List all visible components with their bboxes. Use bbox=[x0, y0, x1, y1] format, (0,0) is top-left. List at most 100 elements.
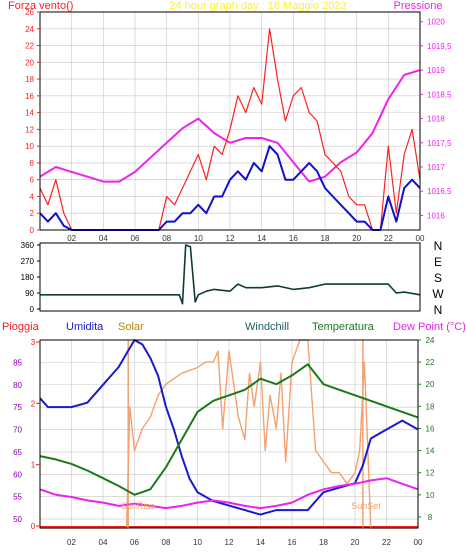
temp-x-tick-label: 18 bbox=[319, 538, 328, 547]
temp-x-tick-label: 04 bbox=[99, 538, 108, 547]
pressure-tick-label: 1017 bbox=[427, 163, 445, 172]
direction-tick-label: 90 bbox=[25, 289, 34, 298]
pressure-right-axis: 1016 1016,5 1017 1017,5 1018 1018,5 1019 1019,5… bbox=[420, 18, 452, 220]
temp-plot-frame bbox=[39, 339, 419, 529]
direction-tick-label: 360 bbox=[21, 241, 35, 250]
temperature-tick-label: 14 bbox=[426, 447, 435, 456]
wind-tick-label: 0 bbox=[30, 226, 35, 235]
compass-label: E bbox=[434, 255, 442, 269]
pressure-tick-label: 1019 bbox=[427, 66, 445, 75]
wind-x-tick-label: 04 bbox=[99, 234, 108, 243]
temperature-right-axis: 8 10 12 14 16 18 20 22 24 bbox=[418, 336, 435, 522]
wind-grid bbox=[40, 11, 421, 231]
temp-x-tick-label: 06 bbox=[130, 538, 139, 547]
temp-x-tick-label: 08 bbox=[162, 538, 171, 547]
direction-line bbox=[40, 244, 421, 305]
wind-tick-label: 22 bbox=[25, 42, 34, 51]
pressure-tick-label: 1018,5 bbox=[427, 90, 452, 99]
humidity-tick-label: 80 bbox=[13, 381, 22, 390]
legend-entry: Windchill bbox=[245, 321, 289, 333]
humidity-tick-label: 70 bbox=[13, 426, 22, 435]
pressure-tick-label: 1016,5 bbox=[427, 187, 452, 196]
temperature-tick-label: 18 bbox=[426, 402, 435, 411]
wind-tick-label: 24 bbox=[25, 25, 34, 34]
temp-x-tick-label: 10 bbox=[193, 538, 202, 547]
temperature-tick-label: 12 bbox=[426, 469, 435, 478]
legend: Pioggia Umidita Solar Windchill Temperatura D… bbox=[2, 321, 466, 333]
wind-x-tick-label: 16 bbox=[289, 234, 298, 243]
wind-x-tick-label: 02 bbox=[67, 234, 76, 243]
wind-tick-label: 16 bbox=[25, 92, 34, 101]
wind-tick-label: 8 bbox=[30, 159, 35, 168]
temp-grid bbox=[40, 340, 419, 528]
humidity-left-axis: 50 55 60 65 70 75 80 85 bbox=[13, 358, 22, 524]
compass-label: N bbox=[434, 303, 443, 317]
direction-tick-label: 270 bbox=[21, 257, 35, 266]
dewpoint-line bbox=[39, 477, 419, 510]
wind-x-tick-label: 08 bbox=[162, 234, 171, 243]
pressure-tick-label: 1017,5 bbox=[427, 139, 452, 148]
legend-entry: Pioggia bbox=[2, 321, 40, 333]
compass-label: N bbox=[434, 239, 443, 253]
wind-x-tick-label: 22 bbox=[384, 234, 393, 243]
temperature-line bbox=[39, 363, 419, 496]
wind-axis-label: Forza vento() bbox=[8, 0, 73, 12]
wind-tick-label: 4 bbox=[30, 192, 35, 201]
sunrise-label: SunRise bbox=[121, 501, 155, 511]
legend-entry: Umidita bbox=[66, 321, 104, 333]
temp-series bbox=[39, 339, 419, 529]
legend-entry: Temperatura bbox=[312, 321, 375, 333]
compass-label: S bbox=[434, 271, 442, 285]
wind-x-tick-label: 06 bbox=[131, 234, 140, 243]
legend-entry: Dew Point (°C) bbox=[393, 321, 466, 333]
rain-tick-label: 0 bbox=[31, 522, 36, 531]
wind-tick-label: 6 bbox=[30, 176, 35, 185]
pressure-tick-label: 1018 bbox=[427, 115, 445, 124]
wind-tick-label: 2 bbox=[30, 209, 35, 218]
solar-line bbox=[40, 339, 418, 529]
temperature-tick-label: 22 bbox=[426, 358, 435, 367]
pressure-tick-label: 1016 bbox=[427, 211, 445, 220]
pressure-tick-label: 1020 bbox=[427, 18, 445, 27]
wind-tick-label: 10 bbox=[25, 142, 34, 151]
rain-tick-label: 2 bbox=[31, 399, 36, 408]
temperature-tick-label: 16 bbox=[426, 424, 435, 433]
direction-left-axis: 0 90 180 270 360 bbox=[21, 241, 40, 314]
pressure-line bbox=[39, 69, 421, 183]
temp-x-tick-label: 16 bbox=[288, 538, 297, 547]
pressure-axis-label: Pressione bbox=[394, 0, 443, 12]
temp-x-tick-label: 12 bbox=[225, 538, 234, 547]
wind-plot-frame bbox=[39, 11, 421, 231]
temp-x-axis: 02 04 06 08 10 12 14 16 18 20 22 00 bbox=[67, 538, 423, 547]
temperature-tick-label: 20 bbox=[426, 380, 435, 389]
wind-tick-label: 26 bbox=[25, 8, 34, 17]
wind-x-tick-label: 18 bbox=[321, 234, 330, 243]
legend-entry: Solar bbox=[118, 321, 144, 333]
chart-title: 24 hour graph day : 18 Maggio 2023 bbox=[169, 0, 346, 12]
humidity-tick-label: 65 bbox=[13, 448, 22, 457]
temp-x-tick-label: 00 bbox=[414, 538, 423, 547]
temp-x-tick-label: 14 bbox=[256, 538, 265, 547]
wind-x-tick-label: 14 bbox=[257, 234, 266, 243]
direction-plot-area bbox=[40, 243, 420, 311]
rain-tick-label: 3 bbox=[31, 338, 36, 347]
direction-series bbox=[40, 244, 421, 305]
humidity-tick-label: 60 bbox=[13, 470, 22, 479]
humidity-tick-label: 50 bbox=[13, 515, 22, 524]
wind-x-tick-label: 10 bbox=[194, 234, 203, 243]
wind-x-tick-label: 00 bbox=[416, 234, 425, 243]
temp-x-tick-label: 22 bbox=[382, 538, 391, 547]
wind-tick-label: 14 bbox=[25, 109, 34, 118]
pressure-tick-label: 1019,5 bbox=[427, 42, 452, 51]
humidity-tick-label: 85 bbox=[13, 358, 22, 367]
wind-tick-label: 20 bbox=[25, 58, 34, 67]
wind-x-tick-label: 12 bbox=[226, 234, 235, 243]
wind-tick-label: 12 bbox=[25, 125, 34, 134]
humidity-tick-label: 55 bbox=[13, 493, 22, 502]
